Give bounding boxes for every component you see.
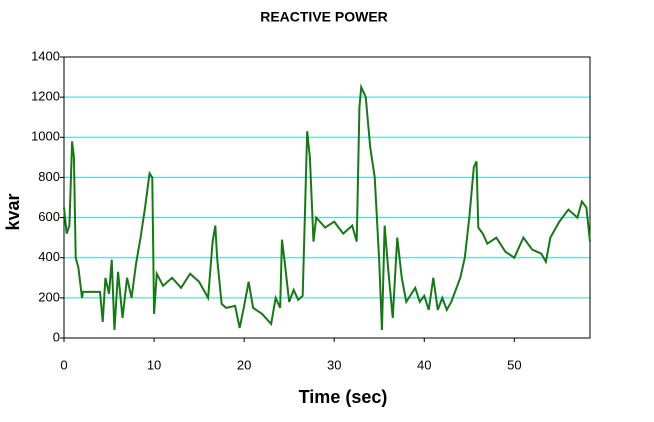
x-tick-label: 30: [327, 357, 341, 372]
y-tick-label: 0: [53, 329, 60, 344]
chart-title: REACTIVE POWER: [260, 9, 388, 25]
y-tick-label: 1000: [31, 129, 60, 144]
y-tick-label: 400: [38, 249, 60, 264]
x-tick-label: 40: [417, 357, 431, 372]
y-tick-label: 1400: [31, 48, 60, 63]
x-tick-label: 50: [507, 357, 521, 372]
x-tick-label: 20: [237, 357, 251, 372]
y-axis-label: kvar: [3, 193, 23, 230]
x-tick-label: 10: [147, 357, 161, 372]
data-line: [63, 83, 591, 331]
y-tick-label: 800: [38, 169, 60, 184]
plot-frame: [63, 56, 591, 339]
x-tick-label: 0: [60, 357, 67, 372]
x-axis-label: Time (sec): [299, 387, 388, 407]
y-tick-label: 1200: [31, 89, 60, 104]
y-tick-label: 200: [38, 289, 60, 304]
y-tick-label: 600: [38, 209, 60, 224]
